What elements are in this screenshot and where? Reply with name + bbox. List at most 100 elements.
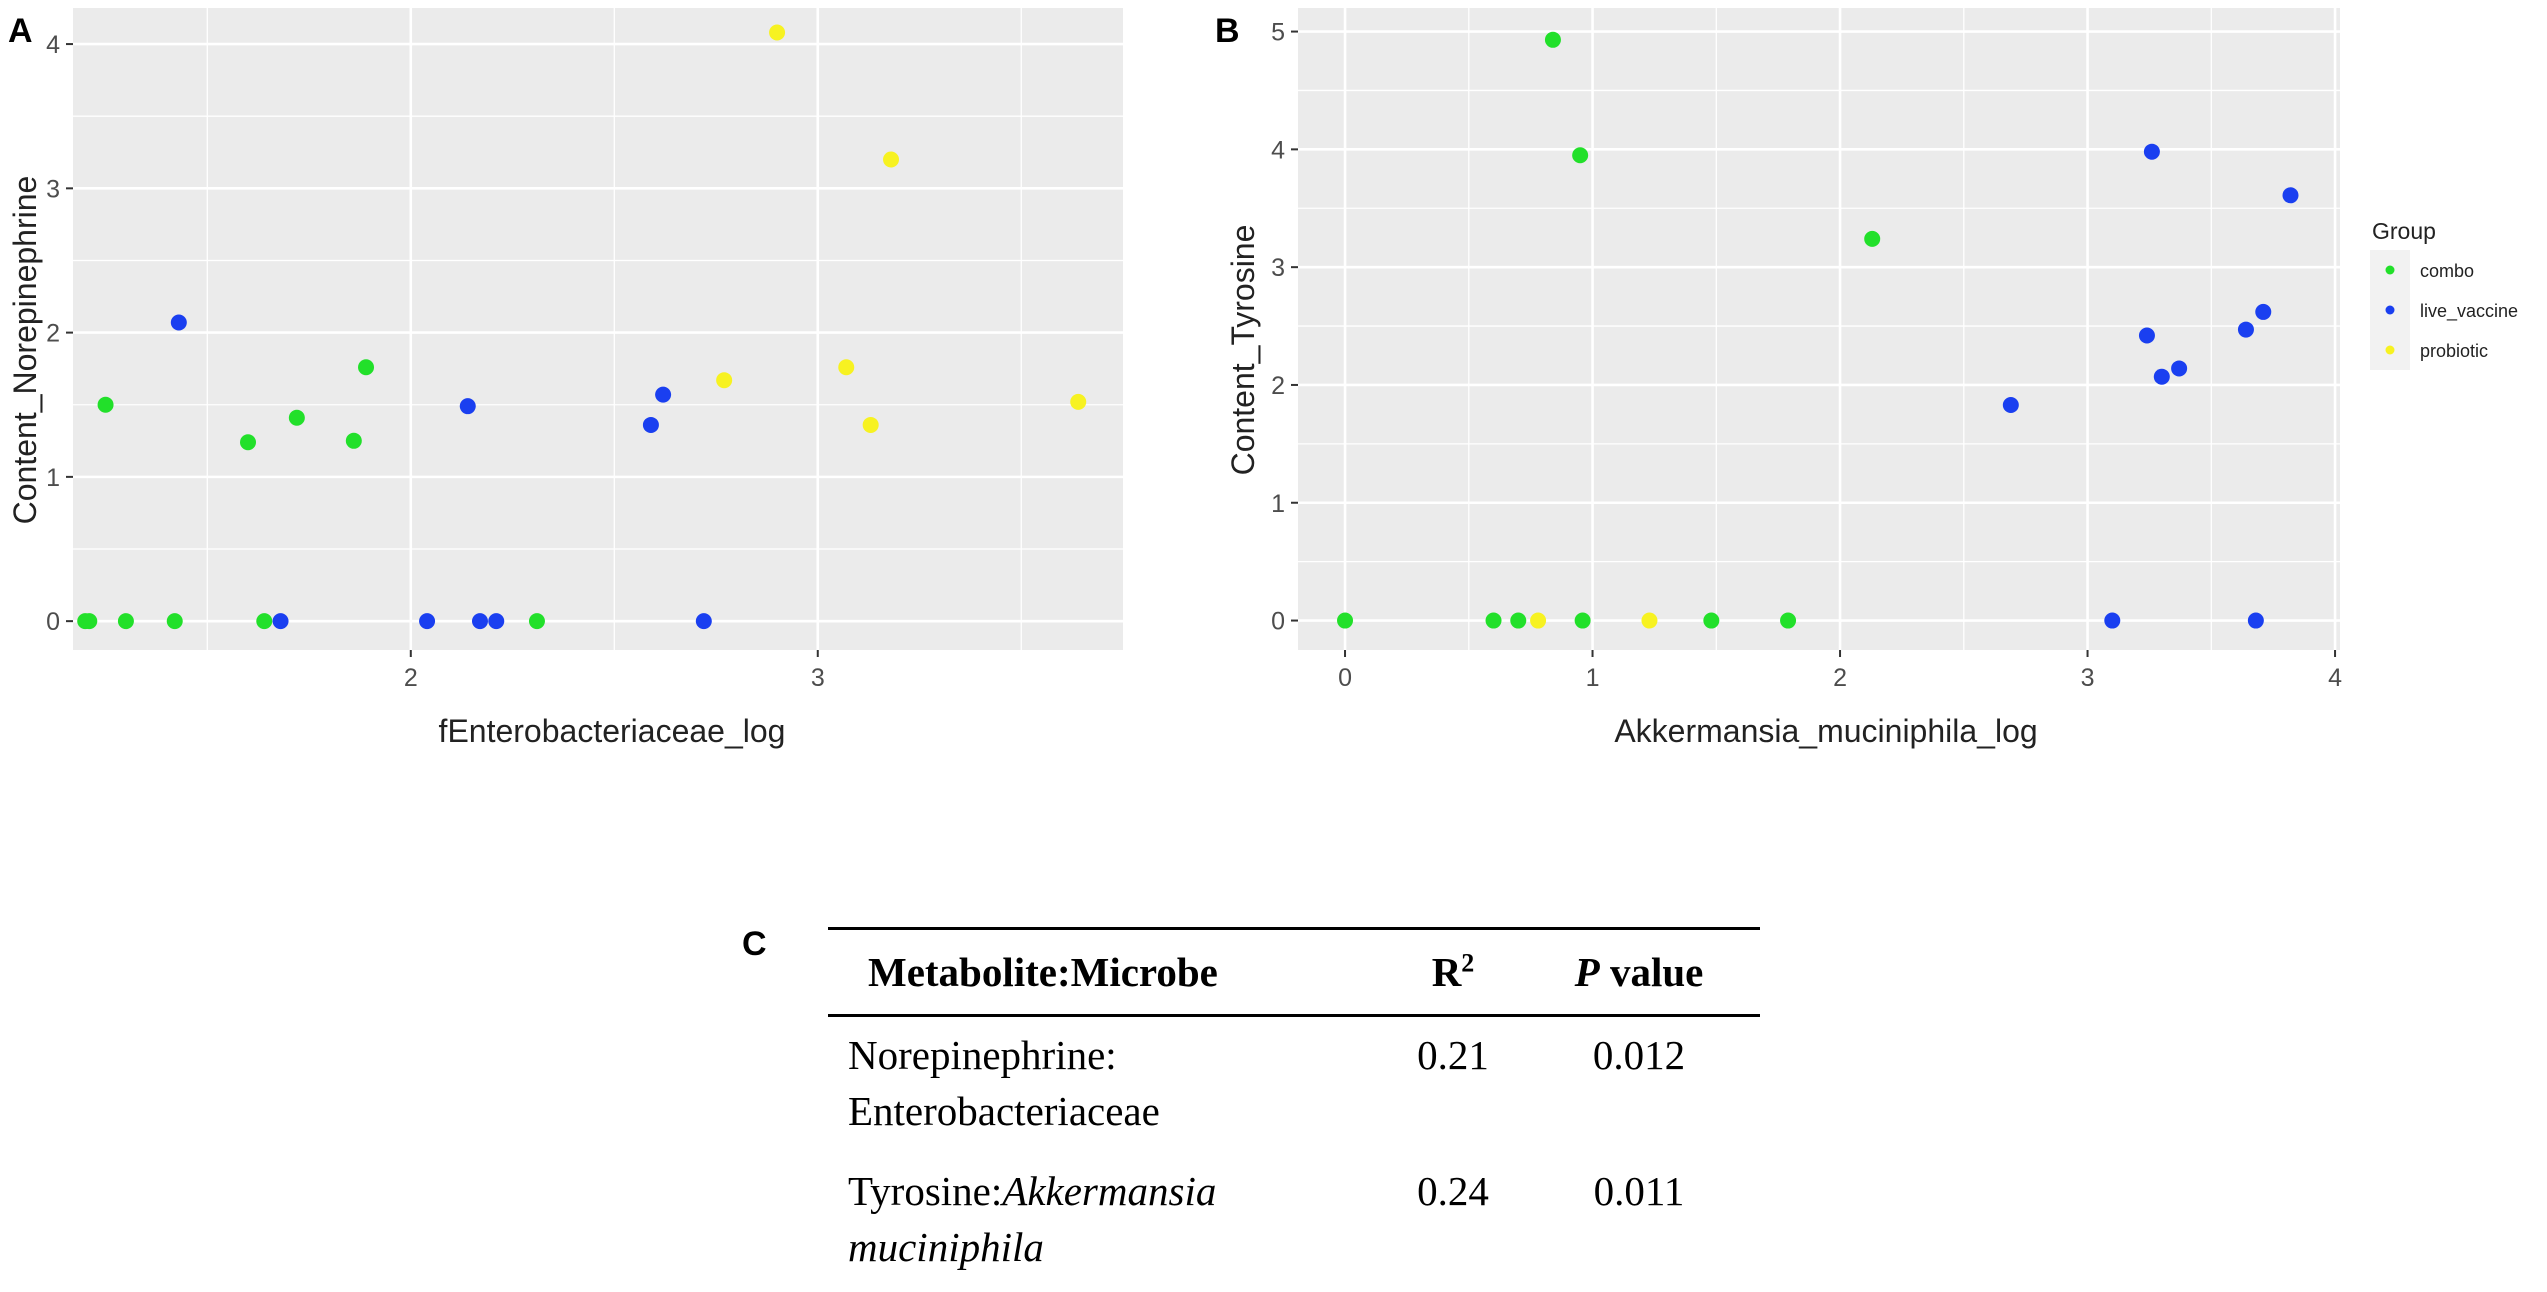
point-probiotic xyxy=(1530,612,1547,629)
point-combo xyxy=(1703,612,1720,629)
legend-dot-probiotic xyxy=(2385,345,2395,355)
point-combo xyxy=(117,613,134,630)
panel-letter-a: A xyxy=(8,12,33,50)
row2-line1: Tyrosine:Akkermansia xyxy=(848,1163,1388,1219)
y-tick-label: 1 xyxy=(46,464,60,492)
row2-line1-italic: Akkermansia xyxy=(1002,1168,1217,1214)
point-combo xyxy=(288,409,305,426)
point-combo xyxy=(1572,147,1589,164)
point-live-vaccine xyxy=(2171,360,2188,377)
point-live-vaccine xyxy=(2138,327,2155,344)
y-tick-label: 1 xyxy=(1271,490,1285,518)
legend: Group combo live_vaccine probiotic xyxy=(2370,218,2518,370)
point-live-vaccine xyxy=(2104,612,2121,629)
point-live-vaccine xyxy=(2247,612,2264,629)
y-tick-label: 5 xyxy=(1271,19,1285,47)
point-live-vaccine xyxy=(488,613,505,630)
point-combo xyxy=(81,613,98,630)
x-tick-label: 4 xyxy=(2328,664,2342,692)
point-combo xyxy=(1574,612,1591,629)
point-combo xyxy=(97,396,114,413)
table-row: Norepinephrine: Enterobacteriaceae 0.21 … xyxy=(828,1017,1760,1139)
row2-line1-plain: Tyrosine: xyxy=(848,1168,1003,1214)
point-live-vaccine xyxy=(2255,303,2272,320)
point-live-vaccine xyxy=(655,386,672,403)
plot-background-a xyxy=(73,8,1123,650)
y-tick-label: 2 xyxy=(1271,372,1285,400)
point-live-vaccine xyxy=(170,314,187,331)
x-tick-label: 3 xyxy=(811,664,825,692)
header-r2: R2 xyxy=(1388,948,1518,996)
point-probiotic xyxy=(838,359,855,376)
legend-dot-live-vaccine xyxy=(2385,305,2395,315)
y-tick-label: 4 xyxy=(46,31,60,59)
legend-dot-combo xyxy=(2385,265,2395,275)
point-combo xyxy=(1780,612,1797,629)
y-tick-label: 2 xyxy=(46,320,60,348)
header-metabolite-microbe: Metabolite:Microbe xyxy=(868,949,1218,995)
point-live-vaccine xyxy=(459,398,476,415)
table-row: Tyrosine:Akkermansia muciniphila 0.24 0.… xyxy=(828,1139,1760,1275)
point-combo xyxy=(358,359,375,376)
scatter-plot-a: 2 3 0 1 2 3 4 xyxy=(46,8,1123,692)
point-live-vaccine xyxy=(2237,321,2254,338)
point-combo xyxy=(256,613,273,630)
x-axis-title-a: fEnterobacteriaceae_log xyxy=(439,713,786,749)
point-live-vaccine xyxy=(2002,396,2019,413)
y-tick-label: 3 xyxy=(46,175,60,203)
header-p-value: P value xyxy=(1518,948,1760,996)
x-tick-label: 1 xyxy=(1586,664,1600,692)
table-header-row: Metabolite:Microbe R2 P value xyxy=(828,930,1760,1017)
row1-line2: Enterobacteriaceae xyxy=(848,1088,1160,1134)
point-combo xyxy=(1864,230,1881,247)
point-combo xyxy=(528,613,545,630)
y-tick-label: 3 xyxy=(1271,254,1285,282)
row2-p: 0.011 xyxy=(1593,1168,1685,1214)
point-probiotic xyxy=(883,151,900,168)
point-live-vaccine xyxy=(642,416,659,433)
point-combo xyxy=(1544,31,1561,48)
point-combo xyxy=(345,432,362,449)
point-probiotic xyxy=(716,372,733,389)
point-probiotic xyxy=(769,24,786,41)
point-live-vaccine xyxy=(2143,143,2160,160)
point-combo xyxy=(1510,612,1527,629)
row1-pair: Norepinephrine: Enterobacteriaceae xyxy=(828,1027,1388,1139)
point-combo xyxy=(1485,612,1502,629)
point-combo xyxy=(166,613,183,630)
point-live-vaccine xyxy=(2153,368,2170,385)
panel-letter-c: C xyxy=(742,925,767,963)
point-live-vaccine xyxy=(471,613,488,630)
header-r2-sup: 2 xyxy=(1461,948,1475,978)
row1-r2: 0.21 xyxy=(1417,1032,1489,1078)
point-combo xyxy=(240,434,256,451)
y-axis-title-b: Content_Tyrosine xyxy=(1225,225,1261,476)
row1-line1: Norepinephrine: xyxy=(848,1032,1117,1078)
point-live-vaccine xyxy=(419,613,436,630)
point-live-vaccine xyxy=(695,613,712,630)
point-probiotic xyxy=(1070,393,1087,410)
point-live-vaccine xyxy=(272,613,289,630)
point-live-vaccine xyxy=(2282,187,2299,204)
point-probiotic xyxy=(1641,612,1658,629)
x-tick-label: 2 xyxy=(404,664,418,692)
y-axis-title-a: Content_Norepinephrine xyxy=(7,176,43,525)
x-tick-label: 2 xyxy=(1833,664,1847,692)
x-axis-title-b: Akkermansia_muciniphila_log xyxy=(1614,713,2037,749)
legend-label-live-vaccine: live_vaccine xyxy=(2420,301,2518,322)
panel-letter-b: B xyxy=(1215,12,1240,50)
row2-pair: Tyrosine:Akkermansia muciniphila xyxy=(828,1163,1388,1275)
y-tick-label: 4 xyxy=(1271,136,1285,164)
figure: A 2 3 0 1 2 3 4 fEnterobacteriaceae_log Conten… xyxy=(7,8,2518,749)
x-tick-label: 3 xyxy=(2081,664,2095,692)
point-probiotic xyxy=(862,416,879,433)
legend-label-combo: combo xyxy=(2420,261,2474,281)
scatter-plot-b: 0 1 2 3 4 0 1 2 3 4 5 xyxy=(1271,8,2342,692)
legend-title: Group xyxy=(2372,218,2436,244)
header-p-italic: P xyxy=(1574,949,1600,995)
point-combo xyxy=(1337,612,1354,629)
stats-table: Metabolite:Microbe R2 P value Norepineph… xyxy=(828,927,1760,1275)
y-tick-label: 0 xyxy=(1271,608,1285,636)
header-r2-base: R xyxy=(1431,949,1462,995)
row1-p: 0.012 xyxy=(1592,1032,1686,1078)
